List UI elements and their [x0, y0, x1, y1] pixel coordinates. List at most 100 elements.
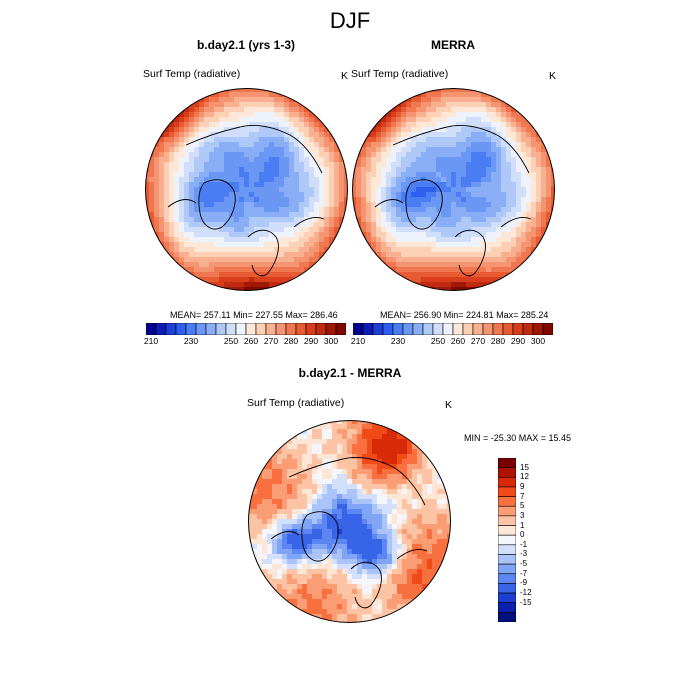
field-cell — [356, 182, 362, 188]
field-cell — [382, 439, 388, 445]
field-cell — [511, 257, 517, 263]
field-cell — [204, 122, 210, 128]
field-cell — [456, 92, 462, 98]
field-cell — [214, 272, 220, 278]
field-cell — [199, 147, 205, 153]
field-cell — [214, 167, 220, 173]
field-cell — [397, 479, 403, 485]
field-cell — [377, 609, 383, 615]
field-cell — [319, 192, 325, 198]
field-cell — [397, 509, 403, 515]
field-cell — [471, 137, 477, 143]
field-cell — [347, 579, 353, 585]
field-cell — [299, 187, 305, 193]
field-cell — [267, 574, 273, 580]
field-cell — [314, 252, 320, 258]
field-cell — [391, 222, 397, 228]
field-cell — [401, 142, 407, 148]
field-cell — [372, 569, 378, 575]
field-cell — [277, 519, 283, 525]
field-cell — [516, 212, 522, 218]
field-cell — [446, 287, 452, 291]
field-cell — [416, 117, 422, 123]
field-cell — [436, 247, 442, 253]
field-cell — [179, 147, 185, 153]
field-cell — [287, 564, 293, 570]
field-cell — [431, 232, 437, 238]
field-cell — [486, 137, 492, 143]
field-cell — [437, 504, 443, 510]
field-cell — [307, 429, 313, 435]
field-cell — [446, 232, 452, 238]
field-cell — [387, 489, 393, 495]
field-cell — [179, 212, 185, 218]
field-cell — [312, 539, 318, 545]
field-cell — [436, 157, 442, 163]
panel3-stats: MIN = -25.30 MAX = 15.45 — [464, 433, 572, 443]
field-cell — [209, 167, 215, 173]
field-cell — [304, 162, 310, 168]
field-cell — [219, 202, 225, 208]
field-cell — [406, 247, 412, 253]
field-cell — [476, 227, 482, 233]
field-cell — [516, 187, 522, 193]
field-cell — [324, 232, 330, 238]
field-cell — [451, 212, 457, 218]
field-cell — [387, 564, 393, 570]
field-cell — [421, 277, 427, 283]
coastline — [392, 124, 530, 174]
field-cell — [426, 182, 432, 188]
field-cell — [367, 554, 373, 560]
field-cell — [471, 282, 477, 288]
field-cell — [376, 227, 382, 233]
field-cell — [471, 172, 477, 178]
field-cell — [259, 187, 265, 193]
field-cell — [372, 544, 378, 550]
field-cell — [526, 207, 532, 213]
field-cell — [372, 594, 378, 600]
field-cell — [262, 529, 268, 535]
field-cell — [447, 529, 451, 535]
field-cell — [466, 222, 472, 228]
field-cell — [431, 257, 437, 263]
field-cell — [432, 539, 438, 545]
field-cell — [491, 97, 497, 103]
field-cell — [254, 287, 260, 291]
field-cell — [436, 107, 442, 113]
field-cell — [376, 192, 382, 198]
field-cell — [406, 177, 412, 183]
field-cell — [387, 539, 393, 545]
field-cell — [367, 549, 373, 555]
field-cell — [279, 232, 285, 238]
field-cell — [427, 579, 433, 585]
field-cell — [239, 117, 245, 123]
field-cell — [284, 222, 290, 228]
field-cell — [317, 579, 323, 585]
field-cell — [376, 187, 382, 193]
field-cell — [536, 227, 542, 233]
field-cell — [451, 232, 457, 238]
field-cell — [436, 202, 442, 208]
field-cell — [347, 599, 353, 605]
field-cell — [536, 197, 542, 203]
field-cell — [307, 559, 313, 565]
field-cell — [357, 469, 363, 475]
field-cell — [396, 192, 402, 198]
field-cell — [189, 242, 195, 248]
field-cell — [254, 177, 260, 183]
field-cell — [264, 88, 270, 93]
field-cell — [184, 127, 190, 133]
field-cell — [506, 217, 512, 223]
field-cell — [412, 504, 418, 510]
field-cell — [322, 504, 328, 510]
field-cell — [382, 449, 388, 455]
field-cell — [264, 102, 270, 108]
field-cell — [432, 504, 438, 510]
field-cell — [381, 182, 387, 188]
field-cell — [304, 197, 310, 203]
field-cell — [406, 162, 412, 168]
field-cell — [361, 222, 367, 228]
field-cell — [501, 227, 507, 233]
field-cell — [541, 182, 547, 188]
field-cell — [219, 152, 225, 158]
